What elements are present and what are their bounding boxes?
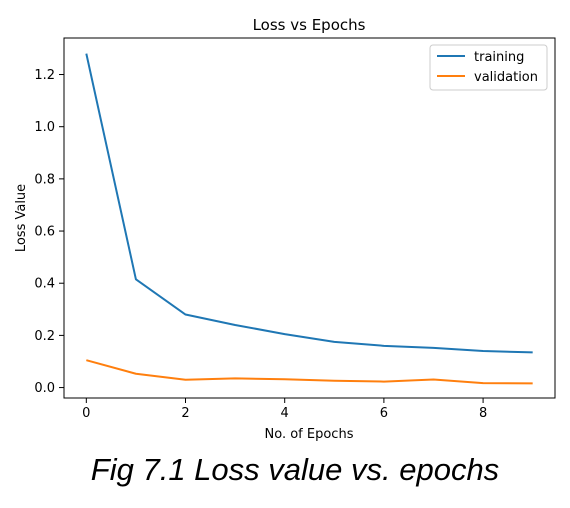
- figure-caption: Fig 7.1 Loss value vs. epochs: [90, 452, 500, 487]
- chart-title: Loss vs Epochs: [253, 16, 366, 34]
- y-tick-label: 0.4: [34, 277, 55, 292]
- y-axis-label: Loss Value: [14, 184, 29, 252]
- series-line-validation: [86, 359, 533, 385]
- x-tick-label: 0: [82, 406, 90, 421]
- x-axis-label: No. of Epochs: [265, 427, 354, 442]
- legend: training validation: [429, 44, 548, 91]
- loss-chart: Loss vs Epochs 0 2 4 6 8 0.0 0.2 0.4 0.6 0.8 1.0 1…: [14, 16, 556, 442]
- series-line-training: [85, 53, 533, 354]
- y-tick-label: 0.8: [34, 172, 55, 187]
- legend-label-training: training: [474, 50, 524, 65]
- plot-area-frame: [63, 37, 556, 399]
- x-tick-label: 2: [181, 406, 189, 421]
- y-tick-label: 0.6: [34, 225, 55, 240]
- legend-label-validation: validation: [474, 70, 538, 85]
- y-tick-label: 1.2: [34, 68, 55, 83]
- x-tick-label: 6: [380, 406, 388, 421]
- x-tick-label: 8: [479, 406, 487, 421]
- x-axis: 0 2 4 6 8: [82, 398, 487, 421]
- series-lines: [85, 53, 533, 385]
- y-axis: 0.0 0.2 0.4 0.6 0.8 1.0 1.2: [34, 68, 64, 396]
- y-tick-label: 1.0: [34, 120, 55, 135]
- x-tick-label: 4: [281, 406, 289, 421]
- y-tick-label: 0.0: [34, 381, 55, 396]
- y-tick-label: 0.2: [34, 329, 55, 344]
